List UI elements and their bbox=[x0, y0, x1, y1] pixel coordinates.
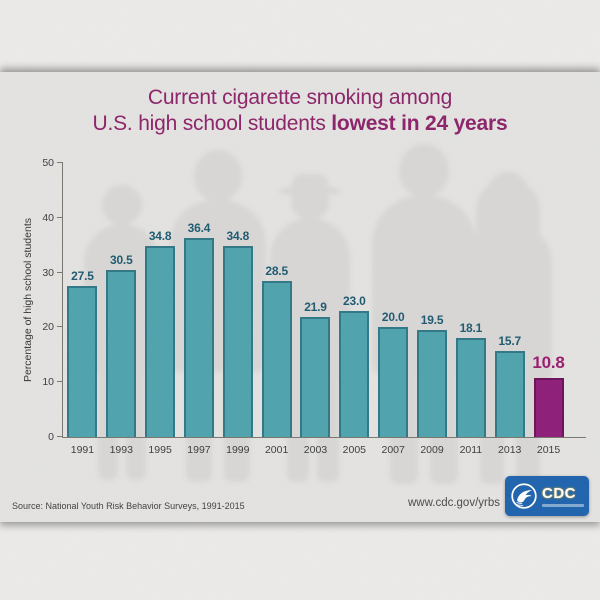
bar-1995 bbox=[145, 246, 176, 437]
bar-value-label: 34.8 bbox=[226, 229, 250, 244]
bar-value-label: 21.9 bbox=[304, 300, 327, 314]
chart-title-line-1: Current cigarette smoking among bbox=[147, 86, 453, 109]
bar-2005 bbox=[339, 310, 370, 437]
bar-group-2001: 28.5 2001 bbox=[257, 163, 296, 456]
bar-group-2005: 23.0 2005 bbox=[335, 163, 374, 456]
bar-value-label: 34.8 bbox=[148, 229, 172, 244]
bar-2013 bbox=[494, 350, 525, 437]
bar-1993 bbox=[106, 269, 137, 437]
bar-value-label: 19.5 bbox=[420, 313, 444, 328]
bar-1999 bbox=[222, 246, 253, 437]
x-tick-label: 1997 bbox=[187, 444, 211, 456]
chart-title-line-2: U.S. high school students lowest in 24 y… bbox=[92, 112, 508, 135]
bar-2001 bbox=[261, 280, 292, 437]
bar-value-label: 28.5 bbox=[265, 263, 288, 278]
y-axis-tick bbox=[57, 216, 63, 218]
y-tick-label: 0 bbox=[48, 431, 54, 443]
x-tick-label: 2013 bbox=[498, 444, 522, 456]
bar-chart-plot-area: 27.5 1991 30.5 1993 34.8 1995 36.4 1997 34.8 1999… bbox=[42, 157, 586, 456]
x-tick-label: 2009 bbox=[420, 444, 444, 456]
y-axis-tick bbox=[57, 162, 63, 163]
bar-1997 bbox=[183, 237, 214, 437]
bar-2011 bbox=[455, 337, 486, 437]
x-tick-label: 2001 bbox=[264, 444, 289, 456]
bar-group-2007: 20.0 2007 bbox=[374, 163, 413, 456]
bar-group-1997: 36.4 1997 bbox=[180, 163, 219, 456]
y-tick-label: 20 bbox=[42, 321, 54, 334]
bar-group-1993: 30.5 1993 bbox=[102, 163, 141, 456]
x-tick-label: 1991 bbox=[70, 444, 95, 456]
x-tick-label: 2005 bbox=[342, 444, 366, 456]
bar-group-2003: 21.9 2003 bbox=[296, 163, 335, 456]
x-tick-label: 1995 bbox=[148, 444, 172, 456]
bar-value-label: 36.4 bbox=[187, 220, 211, 235]
bar-group-2013: 15.7 2013 bbox=[490, 163, 529, 456]
bar-value-label: 18.1 bbox=[459, 320, 483, 335]
hhs-eagle-icon bbox=[511, 483, 537, 509]
y-axis-tick bbox=[57, 271, 63, 273]
bar-1991 bbox=[67, 286, 98, 437]
y-axis-label: Percentage of high school students bbox=[22, 217, 34, 383]
cdc-logo-text: CDC bbox=[542, 484, 576, 502]
bar-group-1991: 27.5 1991 bbox=[63, 163, 102, 456]
y-tick-label: 30 bbox=[42, 266, 54, 279]
cdc-url-text: www.cdc.gov/yrbs bbox=[407, 497, 500, 509]
y-tick-label: 40 bbox=[42, 211, 54, 224]
chart-title-highlight: lowest in 24 years bbox=[331, 112, 508, 135]
bar-value-label: 10.8 bbox=[532, 352, 565, 372]
y-axis-tick bbox=[57, 436, 63, 437]
x-tick-label: 1999 bbox=[226, 444, 250, 456]
bar-value-label: 15.7 bbox=[498, 333, 521, 348]
bars-container: 27.5 1991 30.5 1993 34.8 1995 36.4 1997 34.8 1999… bbox=[63, 163, 568, 456]
bar-value-label: 30.5 bbox=[109, 252, 133, 267]
bar-group-2015: 10.8 2015 bbox=[529, 163, 568, 456]
bar-2003 bbox=[300, 317, 331, 437]
cdc-logo: CDC bbox=[505, 476, 589, 516]
infographic-card: Current cigarette smoking among U.S. hig… bbox=[0, 72, 600, 522]
bar-group-2011: 18.1 2011 bbox=[451, 163, 490, 456]
x-tick-label: 2015 bbox=[536, 444, 561, 456]
x-tick-label: 2011 bbox=[459, 444, 483, 456]
chart-title: Current cigarette smoking among U.S. hig… bbox=[0, 85, 600, 137]
bar-value-label: 27.5 bbox=[71, 269, 94, 284]
cdc-logo-subtext-line bbox=[542, 503, 584, 507]
x-tick-label: 2007 bbox=[381, 444, 405, 456]
bar-value-label: 23.0 bbox=[343, 293, 366, 308]
cdc-logo-text-block: CDC bbox=[542, 486, 584, 507]
bar-group-1995: 34.8 1995 bbox=[141, 163, 180, 456]
source-note: Source: National Youth Risk Behavior Sur… bbox=[12, 501, 245, 511]
bar-group-1999: 34.8 1999 bbox=[218, 163, 257, 456]
y-axis-tick bbox=[57, 326, 63, 328]
x-tick-label: 1993 bbox=[109, 444, 133, 456]
x-tick-label: 2003 bbox=[303, 444, 328, 456]
bar-value-label: 20.0 bbox=[381, 310, 405, 325]
y-tick-label: 50 bbox=[42, 157, 54, 169]
bar-group-2009: 19.5 2009 bbox=[413, 163, 452, 456]
y-axis-tick bbox=[57, 381, 63, 383]
bar-2009 bbox=[417, 330, 448, 437]
bar-2007 bbox=[378, 327, 409, 437]
y-tick-label: 10 bbox=[42, 376, 54, 389]
bar-2015 bbox=[533, 377, 564, 437]
